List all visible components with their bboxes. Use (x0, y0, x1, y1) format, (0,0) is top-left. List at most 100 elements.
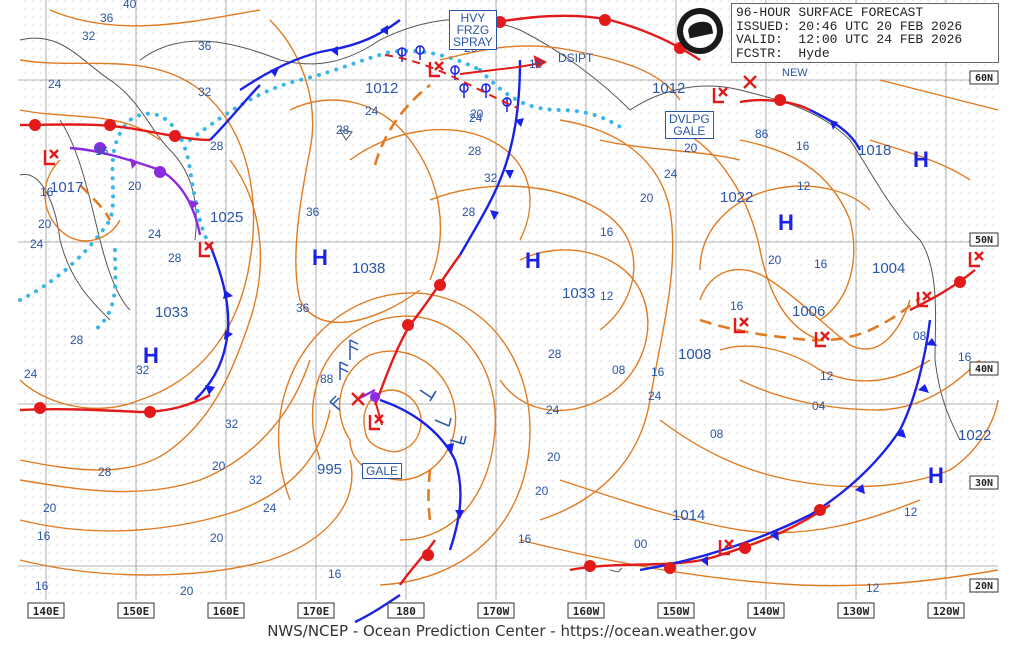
isobar-label: 32 (484, 171, 498, 185)
isobar-label: 24 (648, 389, 662, 403)
map-background (18, 0, 998, 598)
coastlines (19, 18, 961, 573)
isobar-label: 20 (128, 179, 142, 193)
occluded-symbols (94, 142, 199, 209)
isobar-label: 16 (730, 299, 744, 313)
svg-text:H: H (312, 245, 328, 270)
lat-lon-grid (18, 0, 998, 600)
warm-front-semicircles (29, 14, 966, 574)
isobar-label: 12 (820, 369, 834, 383)
pressure-label-h1038: 1038 (352, 260, 385, 277)
isobar-label: 24 (30, 237, 44, 251)
pressure-label-l1012a: 1012 (365, 80, 398, 97)
isobar-label: 86 (755, 127, 769, 141)
lat-label: 30N (975, 478, 993, 489)
pressure-label-l1004: 1004 (872, 260, 905, 277)
pressure-label-l1012b: 1012 (652, 80, 685, 97)
isobar-label: 36 (296, 301, 310, 315)
isobar-label: 28 (468, 144, 482, 158)
lon-label-box (657, 602, 695, 619)
cold-front-triangles (205, 25, 937, 566)
lat-label-box (969, 361, 999, 376)
pressure-label-l1014: 1014 (672, 507, 705, 524)
isobar-label: 16 (95, 144, 109, 158)
isobar-label: 32 (198, 85, 212, 99)
header-forecaster: FCSTR: Hyde (736, 45, 830, 61)
isobar-label: 36 (100, 11, 114, 25)
pressure-label-h1022s: 1022 (958, 427, 991, 444)
isobar-label: 32 (225, 417, 239, 431)
pressure-label-h1033w: 1033 (155, 304, 188, 321)
isobar-label: 24 (664, 167, 678, 181)
isobar-label: 08 (710, 427, 724, 441)
lon-label-box (747, 602, 785, 619)
isobar-label: 00 (634, 537, 648, 551)
isobar-label: 12 (797, 179, 811, 193)
svg-text:H: H (928, 463, 944, 488)
spray-area-outline (384, 54, 519, 109)
isobar-label: 16 (814, 257, 828, 271)
lat-label-box (969, 578, 999, 593)
isobar-label: 24 (546, 403, 560, 417)
isobar-label: 36 (306, 205, 320, 219)
isobar-label: 40 (123, 0, 137, 11)
isobar-label: 32 (249, 473, 263, 487)
isobar-label: 28 (168, 251, 182, 265)
freezing-spray-box: HVY FRZG SPRAY (449, 10, 497, 50)
gale2-line-1: GALE (366, 464, 399, 478)
isobar-label: 16 (518, 532, 532, 546)
spray-line-3: SPRAY (453, 35, 493, 49)
lon-label: 170W (483, 605, 510, 618)
spray-line-1: HVY (460, 11, 486, 25)
isobar-label: 16 (40, 185, 54, 199)
lat-label: 50N (975, 235, 993, 246)
ice-edge (18, 48, 627, 332)
isobar-label: 20 (535, 484, 549, 498)
pressure-label-h1033c: 1033 (562, 285, 595, 302)
isobar-label: 24 (24, 367, 38, 381)
isobar-label: 20 (180, 584, 194, 598)
pressure-label-l1025: 1025 (210, 209, 243, 226)
spray-line-2: FRZG (456, 23, 490, 37)
lon-label: 160E (213, 605, 240, 618)
lon-label: 130W (843, 605, 870, 618)
isobar-label: 20 (212, 459, 226, 473)
gale1-line-1: DVLPG (669, 112, 710, 126)
isobar-label: 28 (70, 333, 84, 347)
isobar-label: 24 (263, 501, 277, 515)
isobar-label: 12 (866, 581, 880, 595)
isobar-label: 20 (547, 450, 561, 464)
lat-label-box (969, 475, 999, 490)
lon-label: 140W (753, 605, 780, 618)
pressure-label-l995: 995 (317, 461, 342, 478)
high-centers: H H H H H H (143, 147, 944, 488)
isobar-label: 24 (469, 111, 483, 125)
lon-label-box (387, 602, 425, 619)
isobar-label: 12 (600, 289, 614, 303)
isobar-label: 24 (148, 227, 162, 241)
triple-point-marker (370, 392, 380, 402)
cold-fronts (194, 19, 932, 624)
lon-label-box (297, 602, 335, 619)
isobar-label: 20 (768, 253, 782, 267)
isobar-label: 28 (336, 123, 350, 137)
footer-credit: NWS/NCEP - Ocean Prediction Center - htt… (267, 622, 757, 640)
lon-label: 170E (303, 605, 330, 618)
isobar-label: 32 (136, 363, 150, 377)
svg-text:H: H (143, 343, 159, 368)
lon-label: 150E (123, 605, 150, 618)
isobar-label: 24 (48, 77, 62, 91)
noaa-logo (677, 8, 723, 54)
svg-text:H: H (913, 147, 929, 172)
isobar-label: 16 (37, 529, 51, 543)
forecast-header: 96-HOUR SURFACE FORECAST ISSUED: 20:46 U… (731, 3, 999, 63)
pressure-label-l1017: 1017 (50, 179, 83, 196)
lon-label: 140E (33, 605, 60, 618)
isobar-label: 28 (98, 465, 112, 479)
wind-barbs (329, 339, 467, 445)
isobar-label: 24 (365, 104, 379, 118)
svg-text:H: H (525, 248, 541, 273)
isobar-label: 20 (38, 217, 52, 231)
header-title: 96-HOUR SURFACE FORECAST (736, 5, 924, 20)
